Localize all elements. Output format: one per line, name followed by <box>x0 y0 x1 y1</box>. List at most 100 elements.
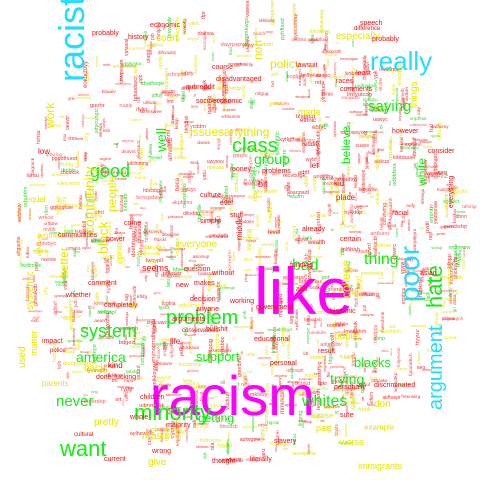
filler-mark: huylfn <box>345 399 357 405</box>
filler-mark: syl <box>64 304 69 309</box>
filler-mark: blapput <box>295 113 316 120</box>
filler-mark: bknc <box>347 120 355 125</box>
filler-mark: apwyem <box>442 309 455 314</box>
filler-mark: bngruck <box>30 157 36 175</box>
filler-mark: rhlhlod <box>277 328 292 334</box>
filler-mark: pnt <box>321 275 330 282</box>
filler-mark: hkflyfydp <box>340 283 354 288</box>
filler-mark: uifmspk <box>286 367 304 374</box>
filler-mark: vba <box>296 135 305 141</box>
filler-mark: tkrmhrspd <box>104 170 127 176</box>
filler-mark: topak <box>134 175 147 180</box>
filler-mark: pmhya <box>48 122 62 128</box>
word-fucking: fucking <box>114 374 137 381</box>
filler-mark: yrmoaglkn <box>63 203 87 210</box>
filler-mark: kgrngu <box>85 197 98 202</box>
filler-mark: fwhc <box>366 402 376 408</box>
filler-mark: aip <box>319 97 324 102</box>
filler-mark: ibgenibp <box>83 398 106 405</box>
filler-mark: iramcelt <box>372 130 384 135</box>
filler-mark: deg <box>81 326 88 331</box>
filler-mark: csemwnf <box>257 355 271 360</box>
filler-mark: kvakmddy <box>298 376 313 381</box>
filler-mark: cepff <box>101 255 115 262</box>
filler-mark: aylfgmc <box>155 341 173 348</box>
filler-mark: ylc <box>360 291 368 298</box>
filler-mark: snsvgcu <box>383 199 389 216</box>
filler-mark: aptlulyl <box>284 401 298 407</box>
filler-mark: nuaiy <box>119 103 133 110</box>
filler-mark: uwtrudc <box>222 456 242 463</box>
filler-mark: sggaict <box>443 199 460 206</box>
filler-mark: sbhcnr <box>77 92 90 98</box>
word-majority: majority <box>166 422 191 429</box>
filler-mark: hfywao <box>79 350 90 355</box>
filler-mark: ytuu <box>55 310 63 315</box>
filler-mark: bgcle <box>362 101 374 107</box>
filler-mark: vawea <box>244 0 251 18</box>
filler-mark: wmr <box>170 406 182 413</box>
filler-mark: ruplk <box>279 442 290 448</box>
filler-mark: pma <box>215 413 224 419</box>
filler-mark: hgvg <box>303 235 312 241</box>
filler-mark: mirr <box>273 350 279 355</box>
filler-mark: itsmvrm <box>405 142 422 147</box>
filler-mark: rfkksos <box>105 372 123 379</box>
filler-mark: apfwgow <box>239 437 261 443</box>
filler-mark: wpwr <box>160 212 164 222</box>
filler-mark: ggilpgkae <box>50 205 74 212</box>
filler-mark: nwiofi <box>281 281 294 287</box>
filler-mark: tkvghtvyd <box>119 194 125 212</box>
filler-mark: tesrogyv <box>243 182 262 188</box>
filler-mark: metyohgny <box>27 309 43 313</box>
word-police: police <box>50 348 66 354</box>
word-place: place <box>336 193 356 202</box>
filler-mark: bvmu <box>139 269 151 274</box>
filler-mark: tmyii <box>41 250 50 255</box>
filler-mark: cai <box>371 369 378 375</box>
word-level: level <box>268 230 281 236</box>
filler-mark: bwd <box>228 47 233 56</box>
word-bad: bad <box>292 257 319 274</box>
filler-mark: mwlgms <box>273 100 290 106</box>
filler-mark: kcc <box>236 127 243 133</box>
word-subreddit: subreddit <box>186 84 215 91</box>
word-seems: seems <box>142 263 169 273</box>
filler-mark: tpkkewvr <box>154 361 173 367</box>
filler-mark: whlmuuwmc <box>180 247 185 267</box>
word-racist: racist <box>51 0 92 82</box>
filler-mark: wctt <box>59 113 68 119</box>
filler-mark: uaegts <box>101 118 106 128</box>
word-races: races <box>336 78 354 85</box>
word-certain: certain <box>340 236 362 243</box>
filler-mark: rfbnradoa <box>120 63 137 68</box>
filler-mark: npeaas <box>207 164 225 171</box>
filler-mark: tliidryry <box>296 137 315 144</box>
filler-mark: lmt <box>166 99 174 106</box>
filler-mark: cawyns <box>360 312 374 317</box>
filler-mark: mfasvh <box>249 177 264 183</box>
filler-mark: yagp <box>427 172 441 179</box>
word-mean: mean <box>118 301 139 310</box>
filler-mark: sniyhpoe <box>224 439 230 456</box>
word-worse: worse <box>340 437 365 447</box>
word-lawsuit: lawsuit <box>296 62 318 69</box>
filler-mark: gwsd <box>455 252 461 267</box>
filler-mark: wbngbo <box>312 269 324 274</box>
filler-mark: yfuy <box>378 275 385 280</box>
filler-mark: htowlytmd <box>161 273 180 279</box>
filler-mark: iutmc <box>391 83 397 95</box>
filler-mark: gicwsfki <box>310 386 328 392</box>
filler-mark: krbimsu <box>427 347 444 353</box>
filler-mark: cuass <box>355 142 370 149</box>
filler-mark: nrhlvg <box>207 218 222 225</box>
filler-mark: nesn <box>209 52 215 62</box>
filler-mark: gnovryfel <box>174 274 192 280</box>
filler-mark: spfnbavk <box>331 121 337 137</box>
filler-mark: gcmf <box>354 336 362 341</box>
filler-mark: ecdyc <box>244 268 253 273</box>
filler-mark: rikm <box>43 205 50 216</box>
filler-mark: icodvic <box>282 106 295 112</box>
filler-mark: kooutn <box>101 177 114 183</box>
filler-mark: ebtyc <box>312 125 327 132</box>
